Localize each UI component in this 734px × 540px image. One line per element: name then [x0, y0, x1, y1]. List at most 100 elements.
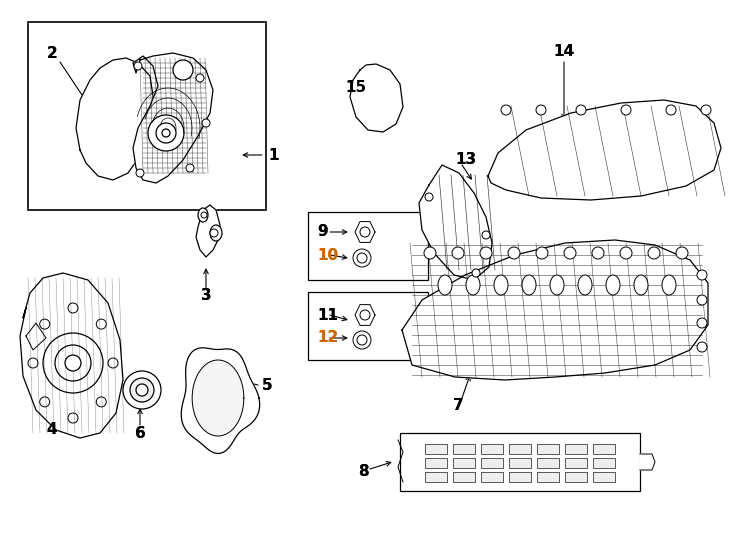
Bar: [537, 458, 559, 468]
Text: 9: 9: [317, 225, 327, 240]
Text: 3: 3: [200, 287, 211, 302]
Circle shape: [536, 105, 546, 115]
Text: 6: 6: [134, 426, 145, 441]
Ellipse shape: [198, 208, 208, 222]
Circle shape: [697, 295, 707, 305]
Text: 10: 10: [317, 247, 338, 262]
Circle shape: [40, 319, 50, 329]
Text: 9: 9: [317, 225, 327, 240]
Circle shape: [68, 413, 78, 423]
Polygon shape: [181, 348, 260, 454]
Circle shape: [482, 231, 490, 239]
Circle shape: [701, 105, 711, 115]
Bar: [593, 472, 615, 482]
Bar: [481, 444, 503, 454]
Circle shape: [162, 129, 170, 137]
Circle shape: [676, 247, 688, 259]
Circle shape: [353, 331, 371, 349]
Circle shape: [648, 247, 660, 259]
Text: 13: 13: [455, 152, 476, 167]
Polygon shape: [192, 360, 244, 436]
Text: 11: 11: [317, 307, 338, 322]
Circle shape: [508, 247, 520, 259]
Text: 7: 7: [453, 399, 463, 414]
Bar: [425, 444, 447, 454]
Circle shape: [96, 397, 106, 407]
Bar: [453, 458, 475, 468]
Bar: [509, 458, 531, 468]
Text: 4: 4: [47, 422, 57, 437]
Circle shape: [353, 249, 371, 267]
Text: 13: 13: [455, 152, 476, 167]
Text: 6: 6: [134, 426, 145, 441]
Circle shape: [156, 123, 176, 143]
Text: 5: 5: [262, 377, 272, 393]
Circle shape: [134, 62, 142, 70]
Circle shape: [576, 105, 586, 115]
Circle shape: [201, 212, 207, 218]
Text: 3: 3: [200, 287, 211, 302]
Circle shape: [357, 335, 367, 345]
Circle shape: [360, 227, 370, 237]
Circle shape: [40, 397, 50, 407]
Circle shape: [108, 358, 118, 368]
Text: 15: 15: [345, 80, 366, 96]
Bar: [453, 444, 475, 454]
Ellipse shape: [550, 275, 564, 295]
Ellipse shape: [494, 275, 508, 295]
Polygon shape: [402, 240, 708, 380]
Circle shape: [136, 169, 144, 177]
Circle shape: [28, 358, 38, 368]
Circle shape: [136, 384, 148, 396]
Bar: [593, 458, 615, 468]
Polygon shape: [76, 58, 153, 180]
Text: 10: 10: [317, 247, 338, 262]
Polygon shape: [488, 100, 721, 200]
Circle shape: [501, 105, 511, 115]
Text: 2: 2: [47, 45, 57, 60]
Bar: [453, 472, 475, 482]
Text: 8: 8: [358, 464, 368, 480]
Text: 14: 14: [553, 44, 575, 59]
Circle shape: [196, 74, 204, 82]
Circle shape: [43, 333, 103, 393]
Bar: [481, 458, 503, 468]
Text: 15: 15: [345, 80, 366, 96]
Text: 5: 5: [262, 377, 272, 393]
Polygon shape: [26, 323, 46, 350]
Text: 2: 2: [47, 45, 57, 60]
Text: 11: 11: [317, 307, 338, 322]
Bar: [565, 444, 587, 454]
Circle shape: [68, 303, 78, 313]
Text: 1: 1: [268, 147, 278, 163]
Circle shape: [357, 253, 367, 263]
Bar: [425, 458, 447, 468]
Bar: [400, 433, 640, 491]
Polygon shape: [355, 221, 375, 242]
Ellipse shape: [210, 225, 222, 241]
Circle shape: [186, 164, 194, 172]
Ellipse shape: [662, 275, 676, 295]
Bar: [308, 292, 428, 360]
Text: 8: 8: [358, 464, 368, 480]
Circle shape: [130, 378, 154, 402]
Circle shape: [202, 119, 210, 127]
Circle shape: [620, 247, 632, 259]
Circle shape: [210, 229, 218, 237]
Circle shape: [536, 247, 548, 259]
Bar: [481, 472, 503, 482]
Circle shape: [424, 247, 436, 259]
Circle shape: [592, 247, 604, 259]
Text: 7: 7: [453, 399, 463, 414]
Circle shape: [65, 355, 81, 371]
Circle shape: [472, 269, 480, 277]
Circle shape: [148, 115, 184, 151]
Circle shape: [452, 247, 464, 259]
Polygon shape: [196, 205, 220, 257]
Bar: [537, 472, 559, 482]
Bar: [28, 22, 266, 210]
Circle shape: [697, 270, 707, 280]
Text: 14: 14: [553, 44, 575, 59]
Circle shape: [360, 310, 370, 320]
Polygon shape: [350, 64, 403, 132]
